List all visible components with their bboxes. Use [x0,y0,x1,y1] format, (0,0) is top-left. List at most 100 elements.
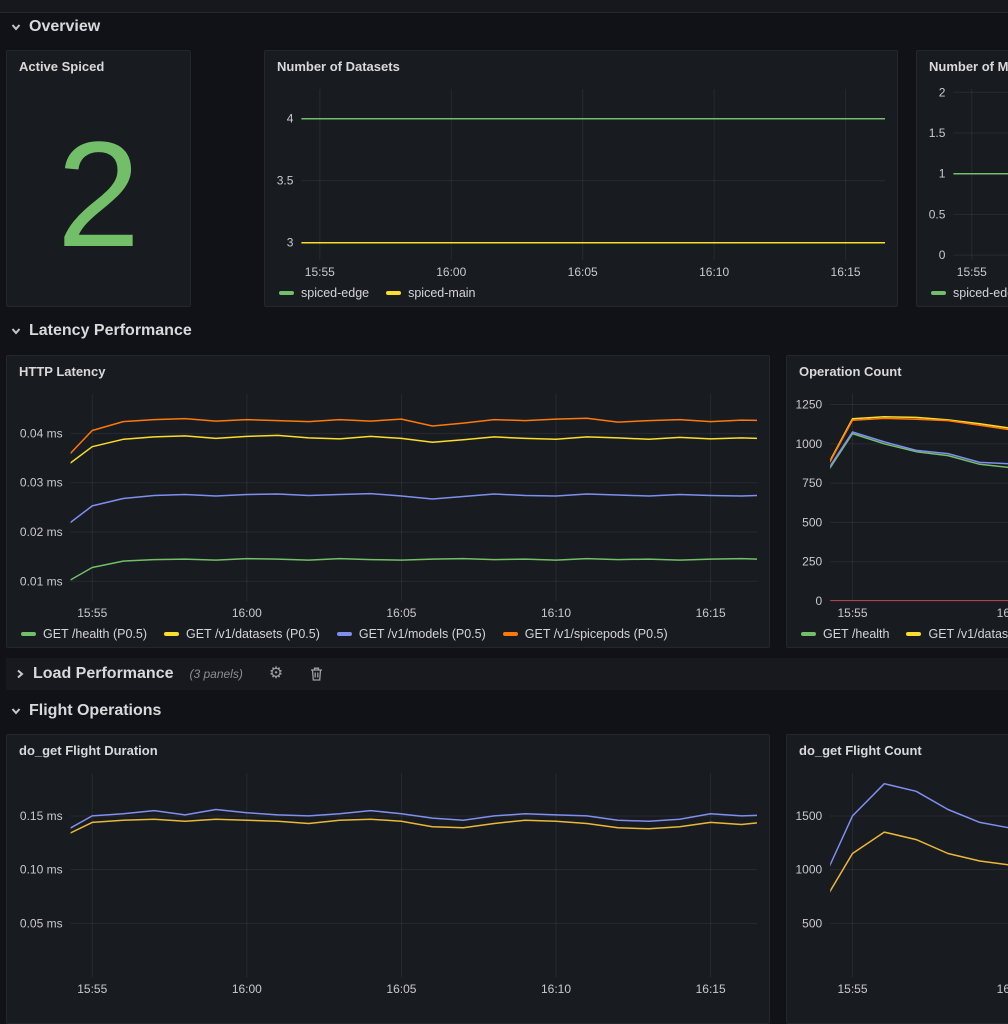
section-header-load-performance[interactable]: Load Performance (3 panels) ⚙ [6,658,1008,690]
time-series-chart[interactable]: 15:55 16:00 16:05 16:10 16:15 3 3.5 4 [265,81,897,284]
svg-text:1: 1 [939,167,946,181]
svg-text:16:10: 16:10 [699,265,729,279]
legend-item[interactable]: GET /health (P0.5) [21,627,147,641]
svg-text:16:00: 16:00 [436,265,466,279]
svg-text:1500: 1500 [795,809,822,823]
svg-text:1250: 1250 [795,398,822,412]
legend-label: GET /v1/datasets [928,627,1008,641]
legend-item[interactable]: GET /health [801,627,889,641]
legend-color-dash [164,632,179,636]
section-header-flight-operations[interactable]: Flight Operations [10,698,161,724]
legend-label: spiced-edge [301,286,370,300]
svg-text:15:55: 15:55 [305,265,335,279]
svg-text:1000: 1000 [795,863,822,877]
svg-text:0.01 ms: 0.01 ms [20,574,63,588]
svg-text:16:05: 16:05 [386,606,416,620]
section-title: Overview [29,18,101,35]
svg-text:16:10: 16:10 [541,606,571,620]
legend-color-dash [502,632,518,636]
svg-text:0.02 ms: 0.02 ms [20,525,63,539]
trash-icon[interactable] [309,666,324,682]
section-header-overview[interactable]: Overview [10,14,100,40]
legend-label: GET /v1/spicepods (P0.5) [524,627,668,641]
legend-color-dash [801,632,816,636]
chart-legend: spiced-edge spiced-main [265,284,897,306]
legend-color-dash [21,632,36,636]
chart-legend: GET /health (P0.5) GET /v1/datasets (P0.5… [7,625,769,647]
stat-value: 2 [56,109,141,278]
legend-label: spiced-edge [953,286,1008,300]
panel-operation-count: Operation Count 15:5516:0016:0516:1016:1… [786,355,1008,648]
svg-text:0.05 ms: 0.05 ms [20,916,63,930]
svg-text:16:15: 16:15 [831,265,861,279]
legend-label: GET /health [823,627,890,641]
chevron-right-icon [17,669,24,679]
panel-title[interactable]: Number of Datasets [277,59,400,74]
svg-text:16:15: 16:15 [696,982,726,996]
svg-text:750: 750 [802,476,822,490]
chart-legend [7,1001,769,1023]
svg-text:2: 2 [939,85,946,99]
time-series-chart[interactable]: 15:55 16:00 16:05 16:10 16:15 0.01 ms 0.02 ms 0… [7,386,769,625]
legend-item[interactable]: GET /v1/spicepods (P0.5) [502,627,668,641]
svg-text:16:05: 16:05 [568,265,598,279]
legend-color-dash [386,291,402,295]
svg-text:0.04 ms: 0.04 ms [20,426,63,440]
panel-number-of-models: Number of Models 15:5516:0016:0516:1016:… [916,50,1008,307]
legend-color-dash [336,632,352,636]
section-header-latency-performance[interactable]: Latency Performance [10,318,192,344]
chevron-down-icon [11,708,21,715]
time-series-chart[interactable]: 15:55 16:00 16:05 16:10 16:15 0.05 ms 0.10 ms 0… [7,765,769,1001]
svg-text:0.10 ms: 0.10 ms [20,863,63,877]
svg-text:16:05: 16:05 [386,982,416,996]
gear-icon[interactable]: ⚙ [268,665,284,682]
svg-text:15:55: 15:55 [837,982,867,996]
chart-legend [787,1001,1008,1023]
legend-color-dash [906,632,922,636]
panel-title[interactable]: Operation Count [799,364,902,379]
panel-active-spiced: Active Spiced 2 [6,50,191,307]
section-title: Load Performance [33,665,174,682]
panel-do-get-flight-duration: do_get Flight Duration 15:55 16:00 16:05 16… [6,734,770,1024]
legend-label: GET /v1/models (P0.5) [358,627,486,641]
stat-area: 2 [7,81,190,306]
svg-text:16:00: 16:00 [232,606,262,620]
svg-text:1.5: 1.5 [929,126,946,140]
svg-text:4: 4 [287,112,294,126]
svg-text:500: 500 [802,515,822,529]
legend-color-dash [279,291,294,295]
svg-text:0: 0 [939,248,946,262]
panel-title[interactable]: Number of Models [929,59,1008,74]
panel-do-get-flight-count: do_get Flight Count 15:5516:0016:0516:10… [786,734,1008,1024]
chart-legend: spiced-edge [917,284,1008,306]
legend-item[interactable]: GET /v1/datasets (P0.5) [164,627,320,641]
svg-text:15:55: 15:55 [77,606,107,620]
legend-item[interactable]: GET /v1/models (P0.5) [336,627,486,641]
legend-color-dash [931,291,946,295]
svg-text:0: 0 [816,594,823,608]
svg-text:15:55: 15:55 [957,265,987,279]
panel-title[interactable]: HTTP Latency [19,364,106,379]
chevron-down-icon [11,328,21,335]
legend-item[interactable]: spiced-edge [279,286,369,300]
legend-label: GET /v1/datasets (P0.5) [186,627,320,641]
time-series-chart[interactable]: 15:5516:0016:0516:1016:15025050075010001… [787,386,1008,625]
panel-title[interactable]: Active Spiced [19,59,105,74]
svg-text:0.5: 0.5 [929,207,946,221]
legend-item[interactable]: GET /v1/datasets [906,627,1008,641]
svg-text:3: 3 [287,236,294,250]
top-toolbar-edge [0,0,1008,13]
panel-http-latency: HTTP Latency 15:55 16:00 16:05 16:10 16:15 0.… [6,355,770,648]
legend-item[interactable]: spiced-edge [931,286,1008,300]
svg-text:16:10: 16:10 [541,982,571,996]
panel-title[interactable]: do_get Flight Count [799,743,922,758]
svg-text:16:00: 16:00 [997,606,1008,620]
svg-text:0.03 ms: 0.03 ms [20,476,63,490]
panel-title[interactable]: do_get Flight Duration [19,743,158,758]
svg-text:250: 250 [802,555,822,569]
svg-text:16:00: 16:00 [997,982,1008,996]
legend-item[interactable]: spiced-main [386,286,476,300]
